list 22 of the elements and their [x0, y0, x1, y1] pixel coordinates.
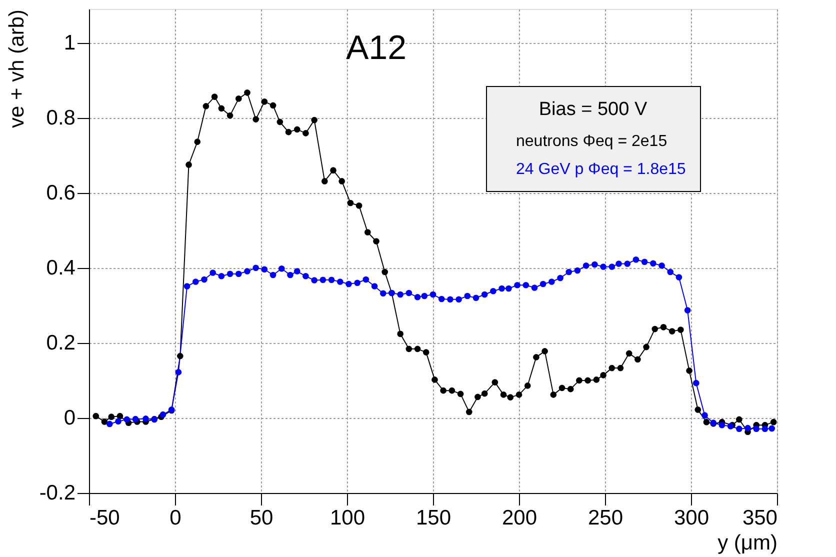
legend-title: Bias = 500 V [538, 99, 648, 120]
y-axis-title: ve + vh (arb) [5, 10, 28, 128]
text: neutrons Φeq = 2e15 [516, 133, 668, 150]
x-axis-title: y (μm) [718, 532, 778, 554]
y-tick-label: 0 [64, 406, 76, 430]
y-tick-label: 0.6 [46, 181, 76, 204]
x-tick-label: 0 [170, 506, 182, 530]
x-tick-label: 300 [674, 506, 710, 530]
x-tick-label: 100 [330, 506, 366, 530]
x-tick-label: 50 [250, 506, 274, 530]
y-tick-label: 0.2 [46, 331, 76, 354]
y-tick-label: 0.4 [46, 256, 76, 280]
x-tick-label: 200 [502, 506, 538, 530]
x-tick-label: 350 [742, 506, 778, 530]
x-tick-label: -50 [90, 506, 120, 530]
y-tick-label: 1 [64, 31, 76, 54]
annotation: A12 [346, 29, 406, 67]
x-tick-label: 250 [588, 506, 624, 530]
y-tick-label: 0.8 [46, 106, 76, 130]
x-tick-label: 150 [416, 506, 452, 530]
y-tick-label: -0.2 [39, 482, 76, 504]
text: 24 GeV p Φeq = 1.8e15 [516, 161, 686, 178]
